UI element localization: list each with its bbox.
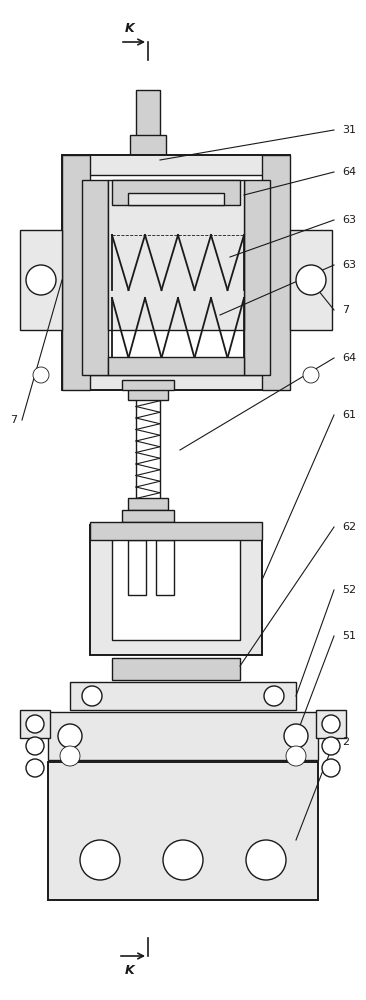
Circle shape: [80, 840, 120, 880]
Circle shape: [26, 715, 44, 733]
Text: 62: 62: [342, 522, 356, 532]
Bar: [130, 135, 166, 155]
Bar: [122, 380, 174, 390]
Bar: [290, 230, 332, 330]
Circle shape: [322, 737, 340, 755]
Bar: [70, 682, 296, 710]
Bar: [128, 193, 224, 205]
Bar: [136, 90, 160, 140]
Circle shape: [58, 724, 82, 748]
Bar: [128, 498, 168, 510]
Circle shape: [322, 715, 340, 733]
Bar: [80, 175, 272, 375]
Circle shape: [286, 746, 306, 766]
Text: 7: 7: [342, 305, 349, 315]
Bar: [20, 710, 50, 738]
Bar: [112, 180, 240, 205]
Bar: [48, 762, 318, 900]
Circle shape: [26, 759, 44, 777]
Bar: [90, 525, 262, 655]
Bar: [108, 357, 244, 375]
Bar: [108, 180, 244, 330]
Bar: [262, 155, 290, 390]
Bar: [112, 658, 240, 680]
Circle shape: [246, 840, 286, 880]
Bar: [128, 540, 146, 595]
Text: 61: 61: [342, 410, 356, 420]
Circle shape: [26, 737, 44, 755]
Circle shape: [303, 367, 319, 383]
Bar: [62, 155, 90, 390]
Text: 63: 63: [342, 215, 356, 225]
Text: 52: 52: [342, 585, 356, 595]
Circle shape: [296, 265, 326, 295]
Text: 51: 51: [342, 631, 356, 641]
Bar: [90, 522, 262, 540]
Text: K: K: [125, 964, 135, 976]
Bar: [128, 388, 168, 400]
Bar: [62, 155, 290, 390]
Bar: [20, 230, 62, 330]
Text: 64: 64: [342, 353, 356, 363]
Bar: [244, 180, 270, 375]
Circle shape: [82, 686, 102, 706]
Bar: [156, 540, 174, 595]
Text: 7: 7: [10, 415, 17, 425]
Circle shape: [264, 686, 284, 706]
Text: 64: 64: [342, 167, 356, 177]
Text: 31: 31: [342, 125, 356, 135]
Text: K: K: [125, 21, 135, 34]
Bar: [316, 710, 346, 738]
Bar: [82, 180, 108, 375]
Circle shape: [163, 840, 203, 880]
Text: 63: 63: [342, 260, 356, 270]
Circle shape: [33, 367, 49, 383]
Circle shape: [322, 759, 340, 777]
Circle shape: [60, 746, 80, 766]
Circle shape: [284, 724, 308, 748]
Bar: [122, 510, 174, 522]
Text: 2: 2: [342, 737, 349, 747]
Bar: [112, 530, 240, 640]
Bar: [122, 157, 174, 175]
Bar: [48, 712, 318, 760]
Circle shape: [26, 265, 56, 295]
